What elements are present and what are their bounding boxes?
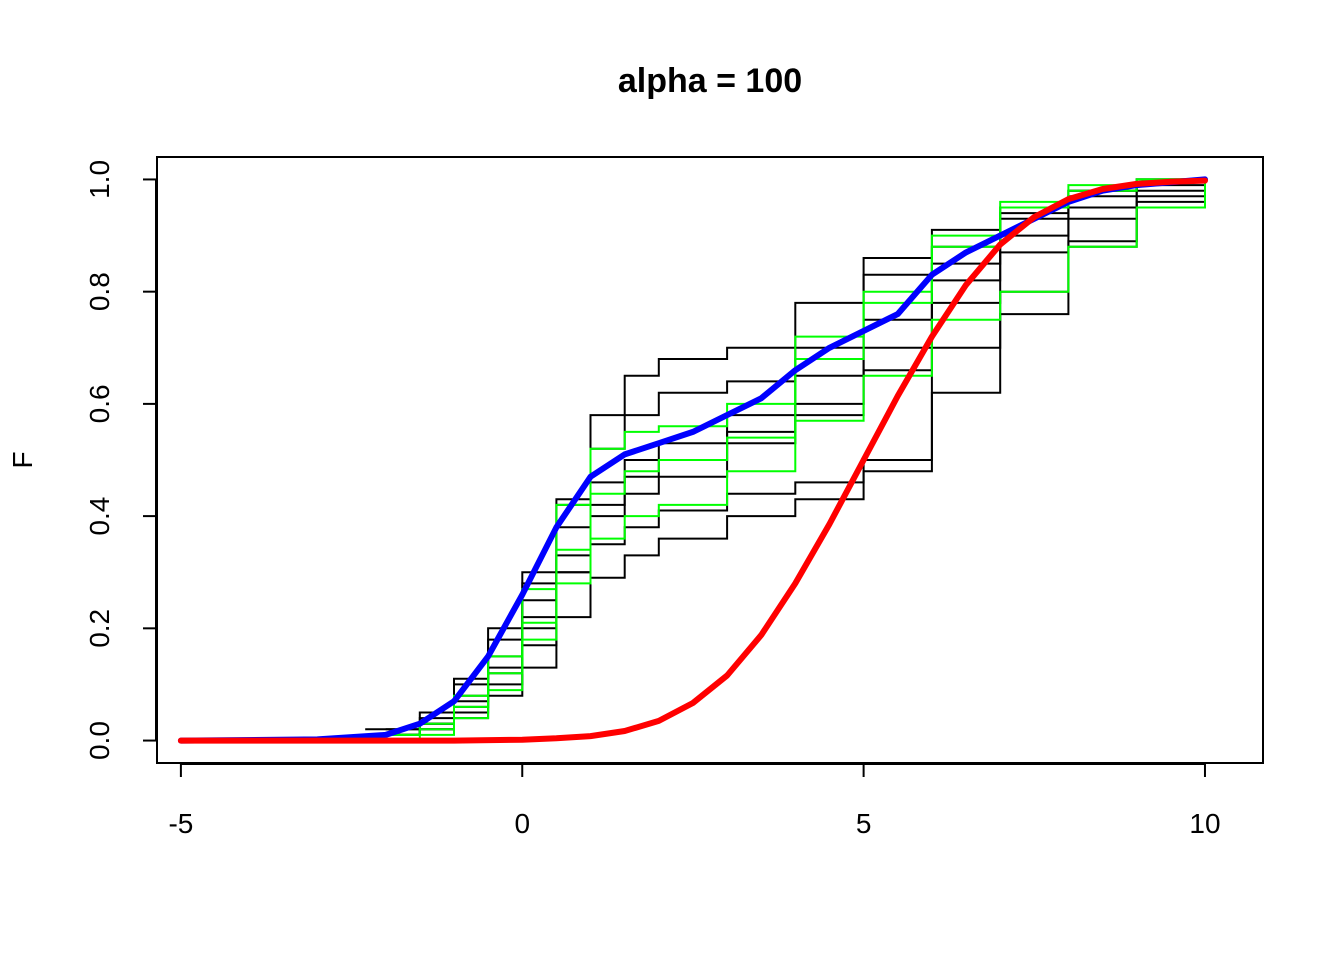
y-axis-label: F — [7, 451, 38, 468]
y-tick-label: 0.0 — [84, 721, 115, 760]
red-prior-cdf — [177, 177, 1208, 744]
x-tick-label: 5 — [856, 808, 872, 839]
axes: -5 0 5 10 0.0 0.2 0.4 0.6 0.8 1.0 — [84, 160, 1221, 839]
x-tick-label: -5 — [168, 808, 193, 839]
y-tick-label: 1.0 — [84, 160, 115, 199]
green-sample-cdf — [385, 178, 1205, 736]
y-tick-label: 0.6 — [84, 384, 115, 423]
chart-title: alpha = 100 — [618, 62, 802, 100]
x-tick-label: 0 — [514, 808, 530, 839]
x-tick-label: 10 — [1189, 808, 1220, 839]
y-tick-label: 0.8 — [84, 272, 115, 311]
chart-lines — [177, 176, 1208, 744]
green-sample-cdf — [385, 179, 1206, 742]
y-tick-label: 0.2 — [84, 609, 115, 648]
y-tick-label: 0.4 — [84, 497, 115, 536]
